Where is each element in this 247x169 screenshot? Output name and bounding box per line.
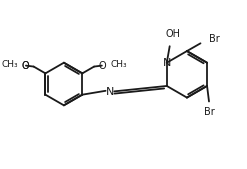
Text: N: N bbox=[106, 87, 115, 97]
Text: O: O bbox=[99, 61, 106, 71]
Text: Br: Br bbox=[209, 34, 220, 44]
Text: CH₃: CH₃ bbox=[1, 60, 18, 69]
Text: Br: Br bbox=[204, 107, 214, 117]
Text: O: O bbox=[21, 61, 29, 71]
Text: O: O bbox=[21, 61, 29, 71]
Text: OH: OH bbox=[165, 29, 180, 39]
Text: CH₃: CH₃ bbox=[111, 60, 127, 69]
Text: N: N bbox=[163, 58, 171, 68]
